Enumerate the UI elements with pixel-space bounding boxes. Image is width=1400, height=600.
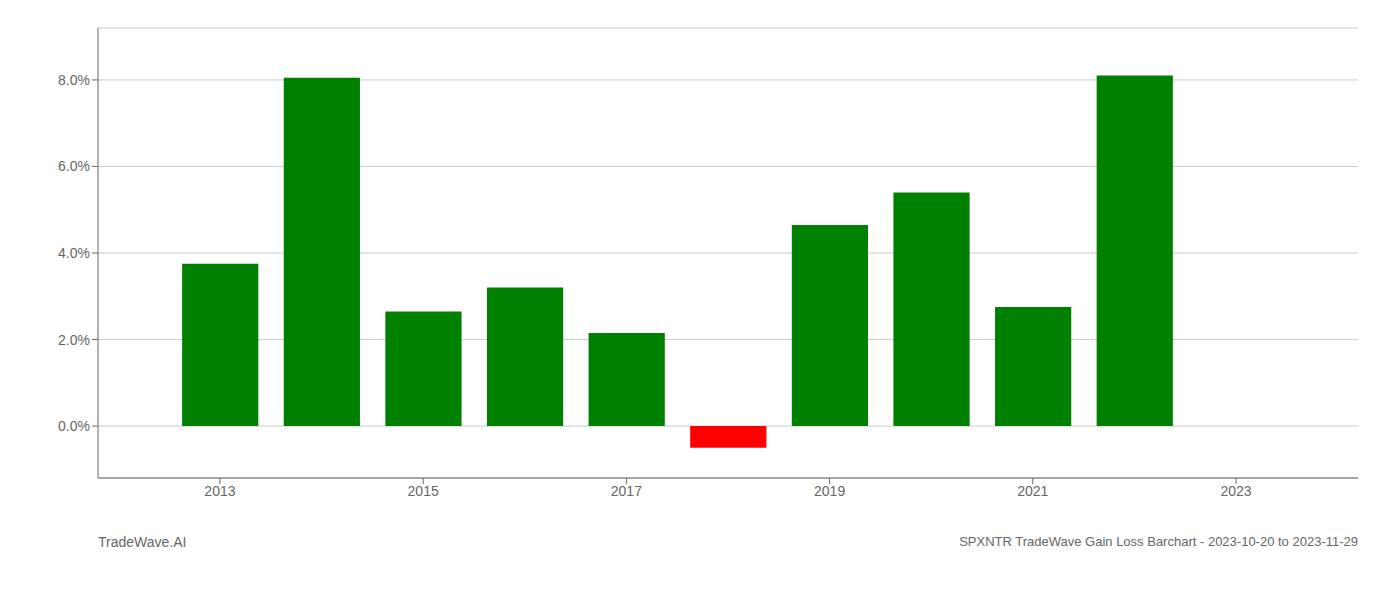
svg-text:2019: 2019 [814, 483, 845, 499]
svg-text:2.0%: 2.0% [58, 332, 90, 348]
svg-text:2017: 2017 [611, 483, 642, 499]
svg-text:0.0%: 0.0% [58, 418, 90, 434]
html-text:SPXNTR TradeWave Gain Loss Bar: SPXNTR TradeWave Gain Loss Barchart - 20… [959, 534, 1358, 549]
svg-text:6.0%: 6.0% [58, 158, 90, 174]
svg-text:4.0%: 4.0% [58, 245, 90, 261]
svg-text:2023: 2023 [1220, 483, 1251, 499]
svg-text:2015: 2015 [408, 483, 439, 499]
svg-text:2021: 2021 [1017, 483, 1048, 499]
svg-text:8.0%: 8.0% [58, 72, 90, 88]
html-text:TradeWave.AI: TradeWave.AI [98, 534, 187, 550]
svg-text:2013: 2013 [204, 483, 235, 499]
